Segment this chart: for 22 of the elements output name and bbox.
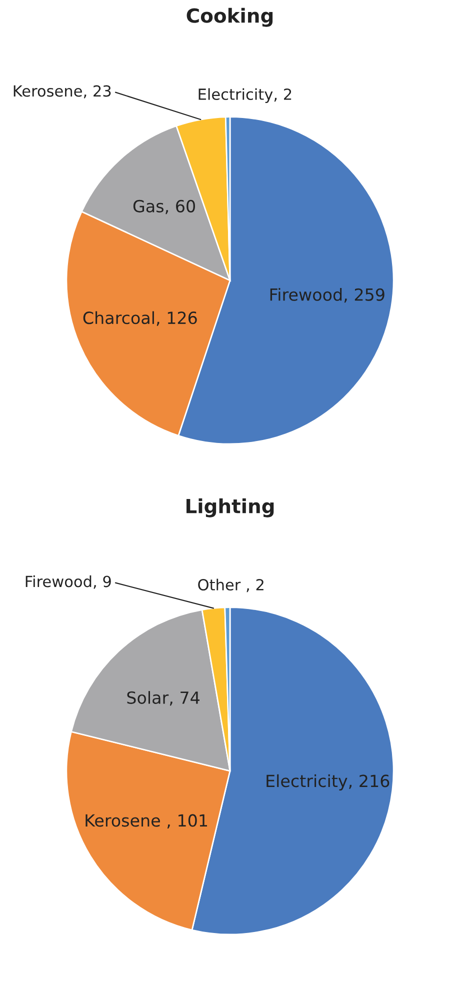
slice-label: Gas [133,200,164,212]
data-label: , 74 [170,692,200,706]
slice-label: Electricity [266,774,348,790]
data-label: , 2 [274,88,292,102]
slice-label: Charcoal [83,311,154,324]
data-label: , 216 [349,774,390,789]
slice-label: Solar [127,691,169,704]
data-label: , 23 [84,85,111,98]
data-label: , 2 [246,578,264,592]
slice-label: Firewood [26,575,92,588]
data-label: , 126 [156,312,197,326]
data-label: , 60 [166,200,195,214]
chart-title: Lighting [186,498,274,518]
data-label: , 9 [94,576,111,589]
chart-title: Cooking [186,8,273,27]
slice-label: Kerosene [14,85,82,97]
slice-label: Other [198,578,241,591]
slice-label: Firewood [270,288,342,301]
data-label: , 101 [167,814,208,828]
slice-label: Kerosene [86,814,160,827]
slice-label: Electricity [198,88,273,103]
data-label: , 259 [344,288,384,303]
